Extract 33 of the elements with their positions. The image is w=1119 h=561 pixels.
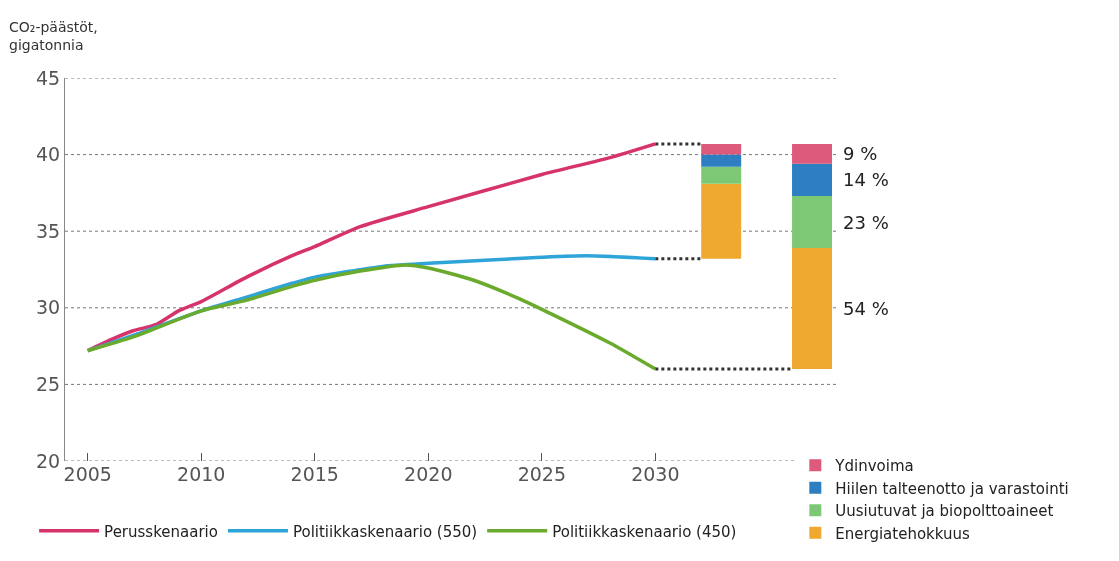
bar: [792, 143, 832, 164]
text: 9 %: [843, 143, 878, 164]
legend-label: Uusiutuvat ja biopolttoaineet: [835, 502, 1054, 521]
x-tick-label: 2025: [517, 463, 566, 485]
y-tick-label: 20: [36, 449, 61, 472]
text: 14 %: [843, 169, 889, 190]
bar: [701, 143, 742, 155]
y-axis-title: CO₂-päästöt, gigatonnia: [9, 19, 98, 54]
y-tick-label: 35: [36, 219, 61, 242]
y-tick-label: 40: [36, 143, 61, 166]
y-tick-label: 25: [36, 373, 61, 396]
bar: [701, 154, 742, 167]
bar: [792, 195, 832, 249]
legend-label: Ydinvoima: [834, 457, 914, 476]
legend-label: Hiilen talteenotto ja varastointi: [835, 479, 1069, 498]
bar: [701, 166, 742, 184]
bar: [701, 183, 742, 259]
x-tick-label: 2005: [63, 463, 112, 485]
text: 54 %: [843, 298, 889, 319]
legend-label: Politiikkaskenaario (450): [552, 522, 737, 541]
y-tick-label: 45: [36, 66, 61, 89]
line-series: [85, 263, 658, 371]
bar: [792, 163, 832, 196]
x-tick-label: 2010: [177, 463, 226, 485]
x-tick-label: 2015: [290, 463, 339, 485]
x-tick-label: 2020: [404, 463, 453, 485]
bar: [792, 248, 832, 370]
text: 23 %: [843, 212, 889, 233]
legend-label: Politiikkaskenaario (550): [292, 522, 478, 541]
legend-label: Perusskenaario: [104, 522, 218, 541]
legend-label: Energiatehokkuus: [835, 524, 971, 543]
x-tick-label: 2030: [631, 463, 680, 485]
y-tick-label: 30: [36, 296, 61, 319]
